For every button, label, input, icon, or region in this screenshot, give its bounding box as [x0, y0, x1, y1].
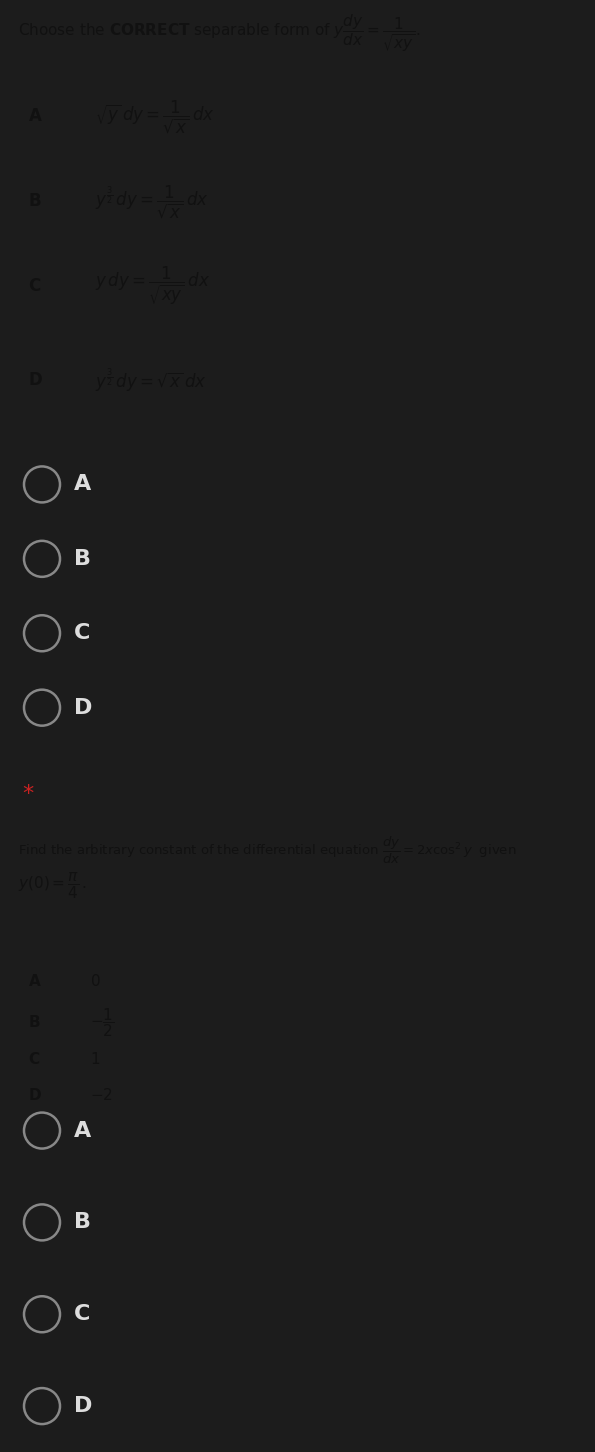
Text: $\mathbf{C}$: $\mathbf{C}$: [28, 277, 41, 295]
Text: Find the arbitrary constant of the differential equation $\dfrac{dy}{dx} = 2x\co: Find the arbitrary constant of the diffe…: [18, 835, 516, 865]
Text: *: *: [22, 784, 33, 804]
Text: $\sqrt{y}\,dy = \dfrac{1}{\sqrt{x}}\,dx$: $\sqrt{y}\,dy = \dfrac{1}{\sqrt{x}}\,dx$: [95, 97, 215, 135]
Text: B: B: [74, 549, 91, 569]
Text: $\mathbf{B}$: $\mathbf{B}$: [28, 1015, 40, 1031]
Text: $\mathbf{B}$: $\mathbf{B}$: [28, 192, 42, 211]
Text: A: A: [74, 1121, 91, 1141]
Text: C: C: [74, 1304, 90, 1324]
Text: $\mathbf{A}$: $\mathbf{A}$: [28, 973, 42, 989]
Text: $\mathbf{D}$: $\mathbf{D}$: [28, 372, 43, 389]
Text: $y\,dy = \dfrac{1}{\sqrt{xy}}\,dx$: $y\,dy = \dfrac{1}{\sqrt{xy}}\,dx$: [95, 266, 210, 308]
Text: D: D: [74, 697, 92, 717]
Text: B: B: [74, 1212, 91, 1233]
Text: $y(0) = \dfrac{\pi}{4}\,.$: $y(0) = \dfrac{\pi}{4}\,.$: [18, 871, 87, 900]
Text: $-\dfrac{1}{2}$: $-\dfrac{1}{2}$: [90, 1006, 114, 1038]
Text: $1$: $1$: [90, 1051, 100, 1067]
Text: A: A: [74, 475, 91, 495]
Text: Choose the $\mathbf{CORRECT}$ separable form of $y\dfrac{dy}{dx} = \dfrac{1}{\sq: Choose the $\mathbf{CORRECT}$ separable …: [18, 12, 421, 54]
Text: $y^{\frac{3}{2}}\,dy = \sqrt{x}\,dx$: $y^{\frac{3}{2}}\,dy = \sqrt{x}\,dx$: [95, 366, 206, 393]
Text: $0$: $0$: [90, 973, 101, 989]
Text: $y^{\frac{3}{2}}\,dy = \dfrac{1}{\sqrt{x}}\,dx$: $y^{\frac{3}{2}}\,dy = \dfrac{1}{\sqrt{x…: [95, 183, 209, 219]
Text: $-2$: $-2$: [90, 1088, 113, 1104]
Text: D: D: [74, 1395, 92, 1416]
Text: $\mathbf{D}$: $\mathbf{D}$: [28, 1088, 42, 1104]
Text: C: C: [74, 623, 90, 643]
Text: $\mathbf{C}$: $\mathbf{C}$: [28, 1051, 40, 1067]
Text: $\mathbf{A}$: $\mathbf{A}$: [28, 107, 43, 125]
